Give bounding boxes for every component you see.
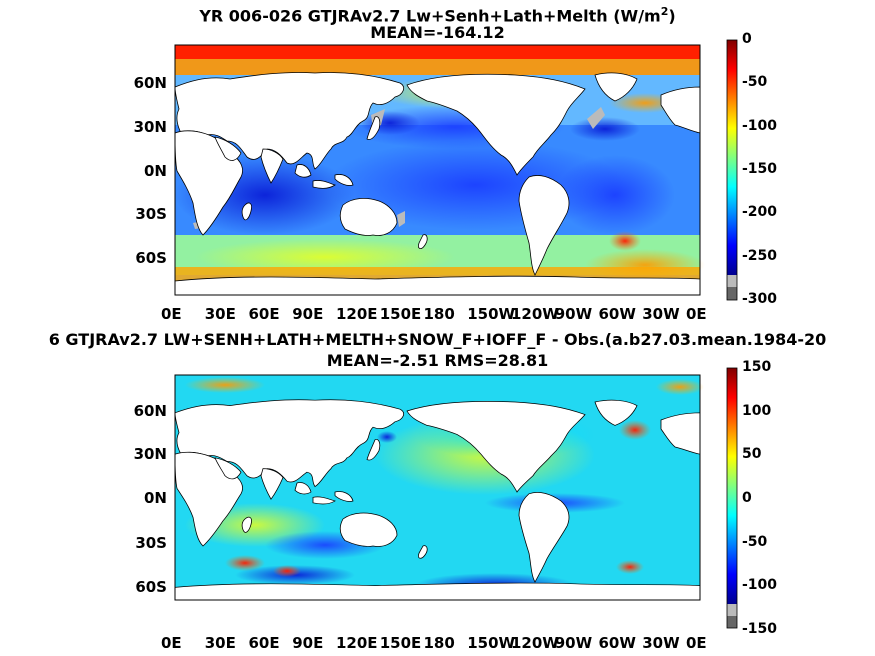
top-map-ice-labrador — [587, 107, 605, 129]
map1-y-tick-2: 0N — [144, 489, 167, 507]
top-map-subtitle: MEAN=-164.12 — [370, 23, 505, 42]
map1-colorbar-tick-4: -50 — [742, 533, 768, 550]
top-map — [174, 44, 705, 296]
bottom-map-kuroshio-blue — [377, 431, 397, 443]
map0-x-tick-6: 180 — [423, 305, 455, 323]
map0-x-tick-0: 0E — [161, 305, 182, 323]
bottom-map-natl-orange — [656, 379, 704, 395]
map1-colorbar-tick-1: 100 — [742, 402, 772, 419]
map0-colorbar-tick-1: -50 — [742, 74, 768, 91]
bottom-map-agulhas-red — [225, 555, 265, 571]
bottom-map-so-red — [273, 565, 301, 577]
top-map-title-text: YR 006-026 GTJRAv2.7 Lw+Senh+Lath+Melth … — [199, 6, 661, 26]
bottom-colorbar-gradient — [727, 368, 737, 604]
top-map-title: YR 006-026 GTJRAv2.7 Lw+Senh+Lath+Melth … — [0, 2, 875, 25]
map1-x-tick-1: 30E — [204, 634, 236, 652]
map1-x-tick-10: 60W — [598, 634, 636, 652]
map0-colorbar-tick-6: -300 — [742, 291, 778, 307]
map1-x-tick-2: 60E — [248, 634, 280, 652]
map1-y-tick-4: 60S — [135, 578, 167, 596]
bottom-map-subtitle: MEAN=-2.51 RMS=28.81 — [326, 351, 549, 370]
map0-x-tick-3: 90E — [292, 305, 324, 323]
map0-x-tick-11: 30W — [642, 305, 680, 323]
top-colorbar-gradient — [727, 40, 737, 275]
map1-x-tick-3: 90E — [292, 634, 324, 652]
map0-y-tick-0: 60N — [133, 74, 167, 92]
map1-colorbar-tick-2: 50 — [742, 446, 762, 463]
top-map-ice-tasman — [397, 211, 405, 227]
top-colorbar-frame — [726, 39, 738, 301]
map0-colorbar-tick-0: 0 — [742, 31, 752, 47]
bottom-colorbar-frame — [726, 367, 738, 629]
top-map-gulfstream — [570, 117, 640, 141]
map1-y-tick-0: 60N — [133, 402, 167, 420]
top-colorbar — [726, 39, 738, 301]
map1-x-tick-4: 120E — [336, 634, 378, 652]
map0-colorbar-tick-2: -100 — [742, 117, 778, 134]
map1-y-tick-1: 30N — [133, 445, 167, 463]
map1-x-tick-5: 150E — [379, 634, 422, 652]
map1-x-tick-11: 30W — [642, 634, 680, 652]
map1-x-tick-6: 180 — [423, 634, 455, 652]
bottom-map-title: 6 GTJRAv2.7 LW+SENH+LATH+MELTH+SNOW_F+IO… — [48, 330, 827, 349]
map1-colorbar-tick-6: -150 — [742, 621, 778, 637]
map0-y-tick-1: 30N — [133, 118, 167, 136]
map0-y-tick-2: 0N — [144, 162, 167, 180]
top-map-title-sup: 2 — [660, 5, 669, 18]
map1-x-tick-7: 150W — [467, 634, 516, 652]
top-map-malvinas — [609, 231, 641, 251]
bottom-map — [174, 374, 704, 601]
map1-colorbar-tick-5: -100 — [742, 577, 778, 594]
map0-x-tick-2: 60E — [248, 305, 280, 323]
map0-x-tick-7: 150W — [467, 305, 516, 323]
map0-x-tick-10: 60W — [598, 305, 636, 323]
map1-x-tick-0: 0E — [161, 634, 182, 652]
top-map-arctic-red — [175, 45, 700, 59]
top-colorbar-gray-light — [727, 275, 737, 287]
map1-x-tick-9: 90W — [554, 634, 593, 652]
map1-colorbar-tick-0: 150 — [742, 359, 772, 375]
bottom-colorbar-gray-light — [727, 604, 737, 616]
bottom-colorbar — [726, 367, 738, 629]
top-map-south-yellow — [195, 239, 455, 275]
map0-colorbar-tick-4: -200 — [742, 204, 778, 221]
bottom-colorbar-gray-dark — [727, 616, 737, 628]
top-map-atl-low — [555, 155, 675, 235]
bottom-map-gulfstream-red — [619, 420, 651, 440]
map1-y-tick-3: 30S — [135, 534, 167, 552]
top-colorbar-gray-dark — [727, 287, 737, 300]
map0-y-tick-3: 30S — [135, 205, 167, 223]
map0-x-tick-5: 150E — [379, 305, 422, 323]
top-map-arctic-orange — [175, 59, 700, 75]
bottom-map-arctic-orange — [185, 377, 265, 393]
map1-x-tick-8: 120W — [511, 634, 559, 652]
bottom-map-malvinas-red — [616, 560, 644, 574]
bottom-map-frame — [174, 374, 701, 601]
map1-colorbar-tick-3: 0 — [742, 490, 752, 506]
map0-y-tick-4: 60S — [135, 249, 167, 267]
map0-colorbar-tick-3: -150 — [742, 161, 778, 177]
top-map-frame — [174, 44, 701, 296]
map0-colorbar-tick-5: -250 — [742, 247, 778, 264]
map0-x-tick-1: 30E — [204, 305, 236, 323]
map0-x-tick-8: 120W — [511, 305, 559, 323]
top-map-title-end: ) — [668, 6, 676, 26]
map0-x-tick-9: 90W — [554, 305, 593, 323]
top-map-kuroshio — [360, 111, 420, 135]
map0-x-tick-4: 120E — [336, 305, 378, 323]
map1-x-tick-12: 0E — [686, 634, 707, 652]
map0-x-tick-12: 0E — [686, 305, 707, 323]
